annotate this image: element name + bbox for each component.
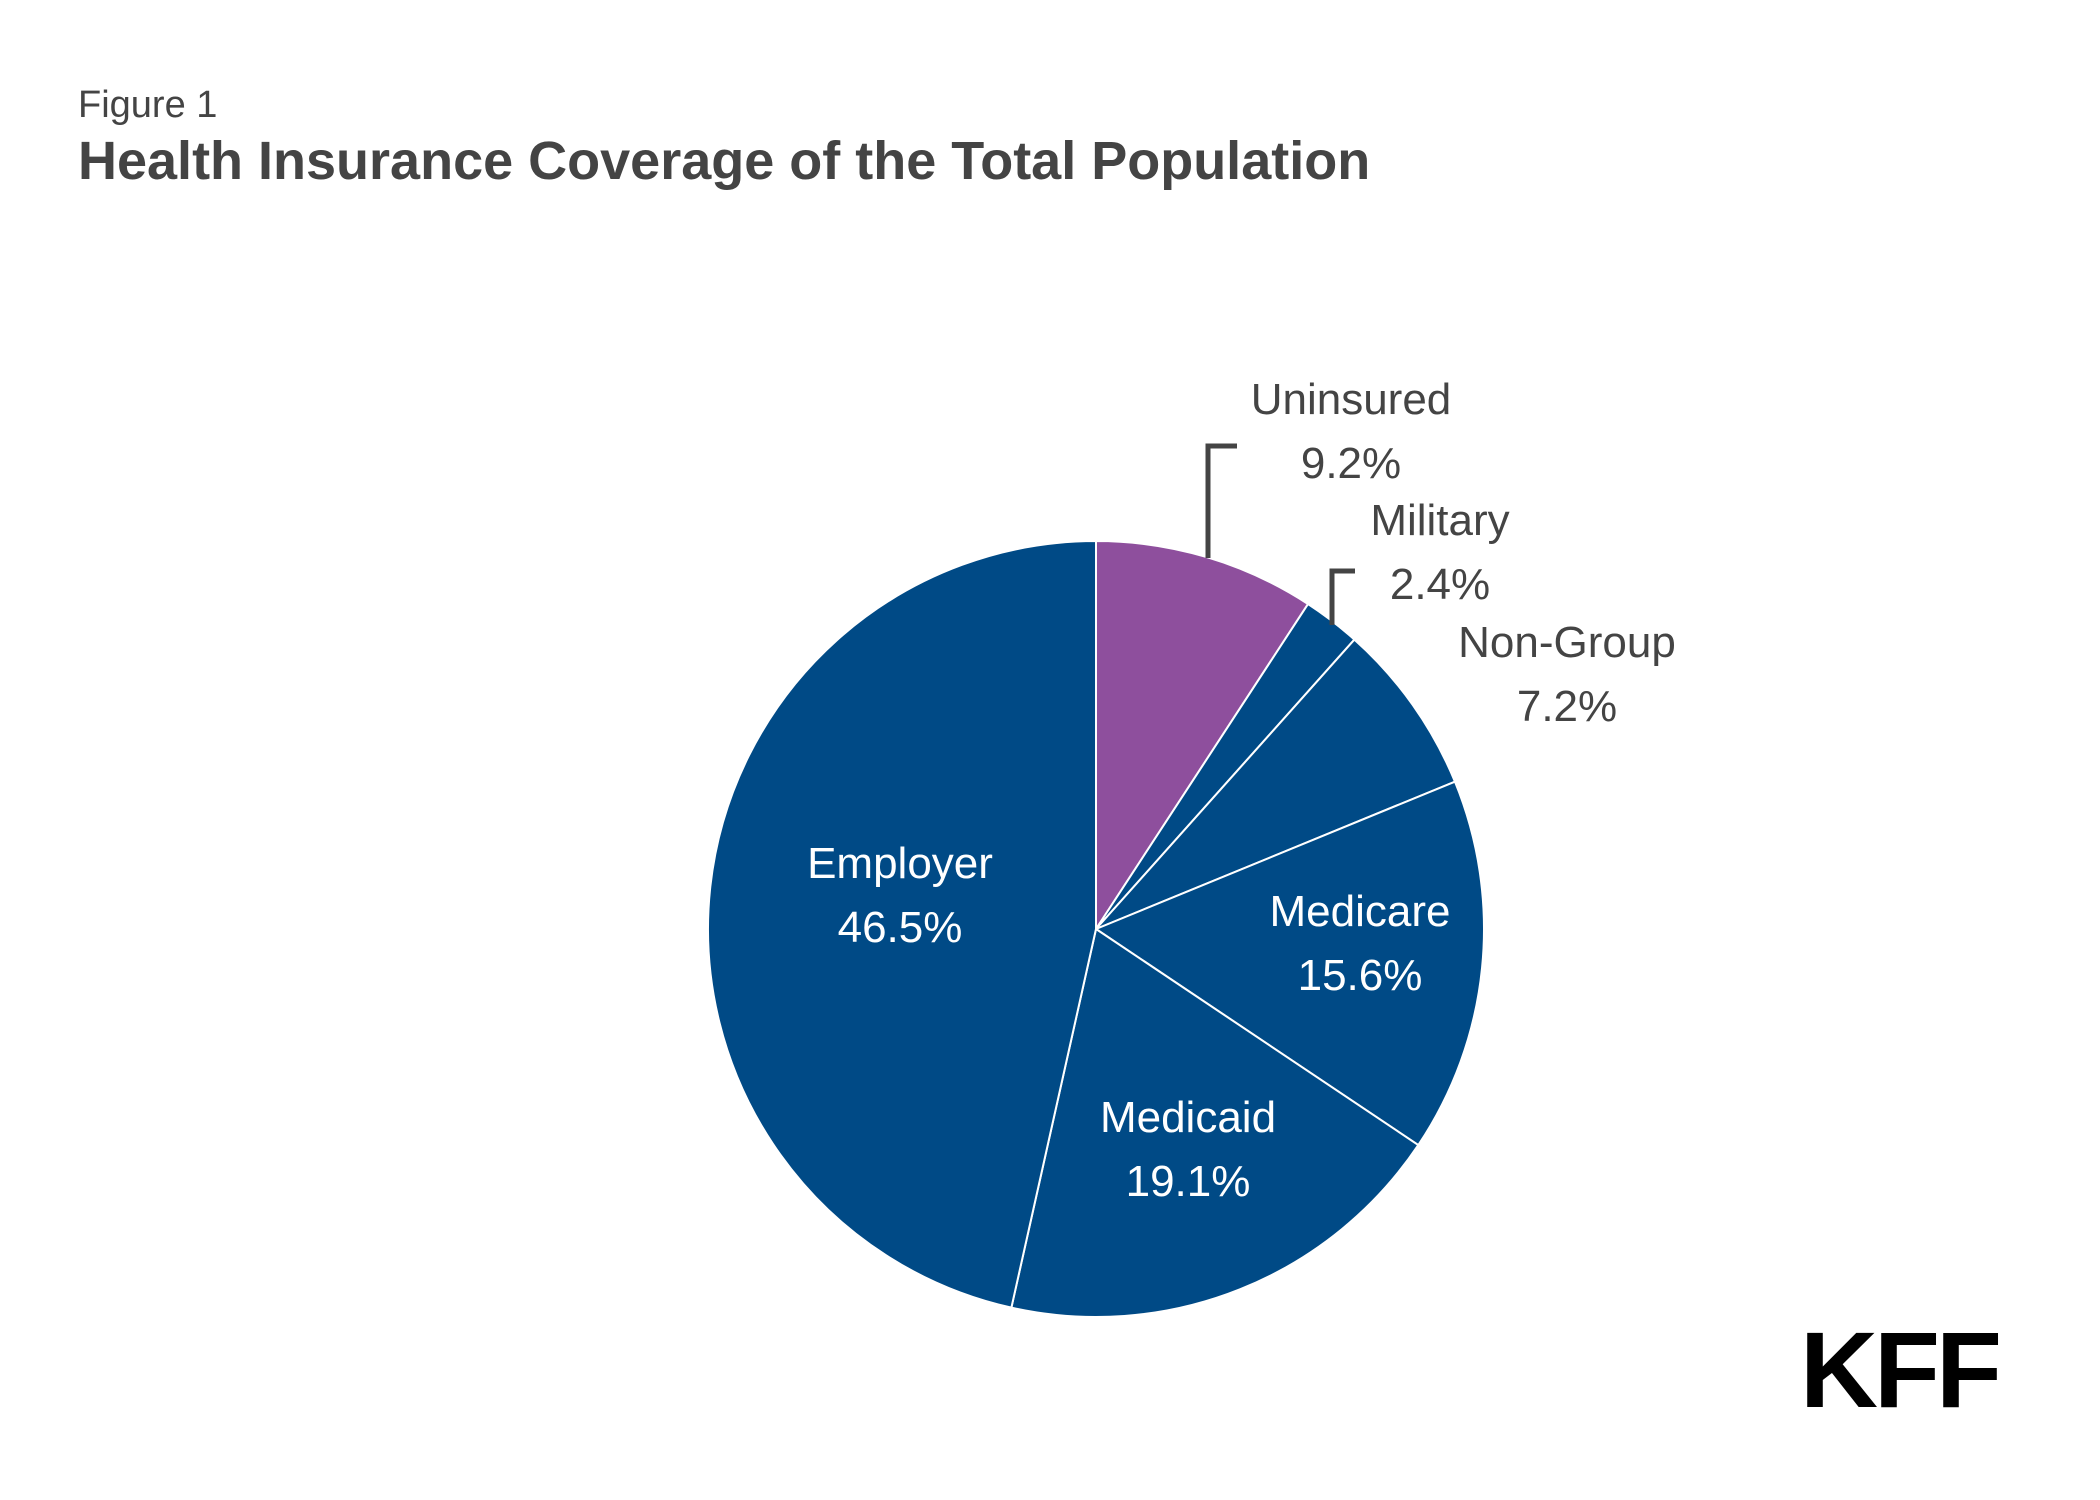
slice-labels: Uninsured 9.2% Military 2.4% Non-Group 7.2% Me… [807, 375, 1676, 1206]
label-uninsured: Uninsured 9.2% [1251, 375, 1452, 488]
chart-title: Health Insurance Coverage of the Total P… [78, 131, 1371, 191]
kff-logo: KFF [1800, 1309, 2002, 1430]
slice-non-group [1095, 638, 1457, 930]
slice-medicaid [1010, 927, 1420, 1318]
label-name-non-group: Non-Group [1458, 618, 1676, 667]
label-medicare: Medicare 15.6% [1270, 887, 1451, 1000]
leader-lines [1205, 443, 1355, 625]
label-name-employer: Employer [807, 839, 993, 888]
pie-slices [707, 539, 1485, 1318]
label-name-medicaid: Medicaid [1100, 1093, 1276, 1142]
label-military: Military 2.4% [1370, 496, 1509, 609]
label-employer: Employer 46.5% [807, 839, 993, 952]
label-value-medicare: 15.6% [1298, 951, 1423, 1000]
label-value-uninsured: 9.2% [1301, 439, 1401, 488]
leader-military [1329, 568, 1355, 625]
label-name-uninsured: Uninsured [1251, 375, 1452, 424]
figure-label: Figure 1 [78, 84, 218, 126]
label-value-employer: 46.5% [838, 903, 963, 952]
leader-uninsured [1205, 443, 1237, 558]
label-medicaid: Medicaid 19.1% [1100, 1093, 1276, 1206]
label-non-group: Non-Group 7.2% [1458, 618, 1676, 731]
label-value-non-group: 7.2% [1517, 682, 1617, 731]
slice-employer [707, 539, 1097, 1309]
label-value-military: 2.4% [1390, 560, 1490, 609]
label-name-military: Military [1370, 496, 1509, 545]
label-name-medicare: Medicare [1270, 887, 1451, 936]
slice-medicare [1093, 780, 1485, 1147]
label-value-medicaid: 19.1% [1126, 1157, 1251, 1206]
